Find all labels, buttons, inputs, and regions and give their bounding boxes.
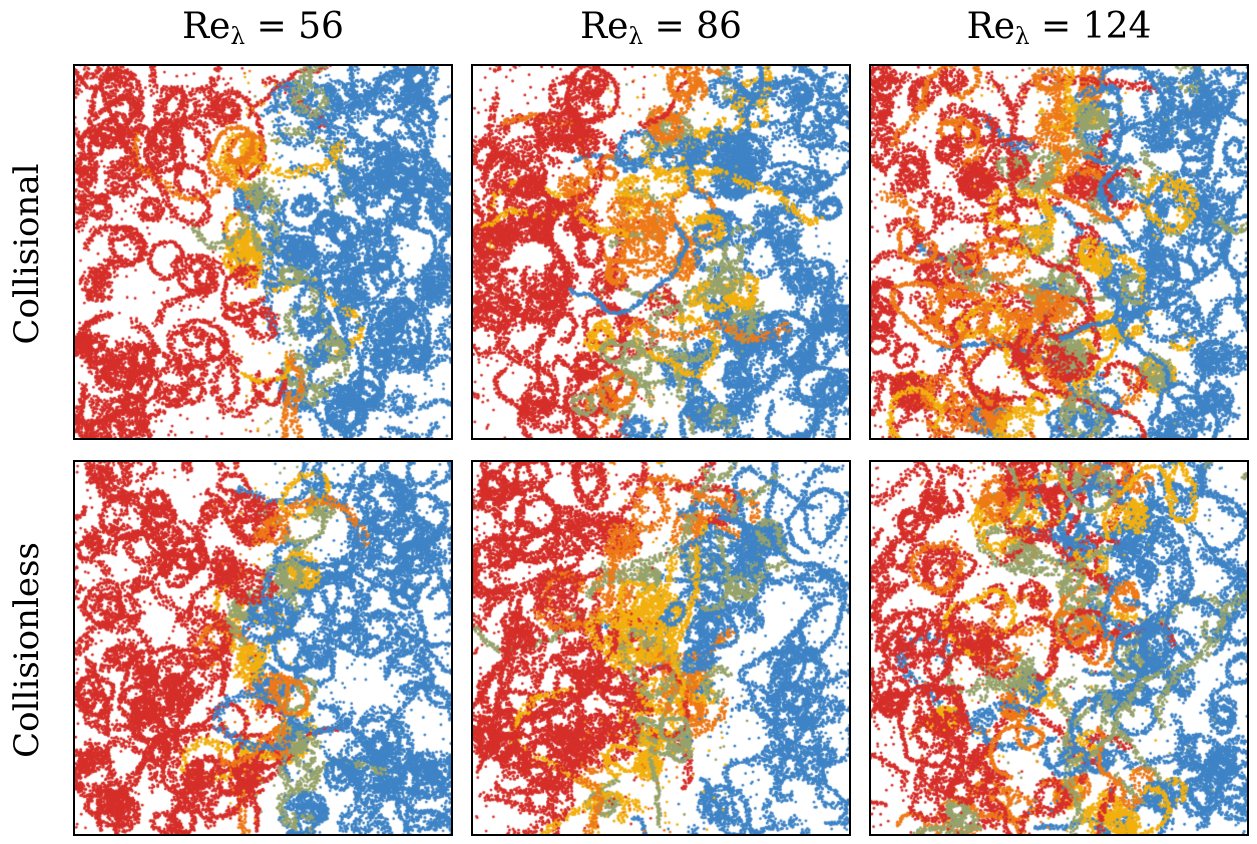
column-title-re-86: Reλ = 86: [471, 2, 851, 52]
panel-collisionless-re-56: [73, 460, 453, 836]
panel-collisionless-re-86: [471, 460, 851, 836]
column-title-subscript: λ: [1015, 24, 1030, 50]
particle-scatter-image: [871, 462, 1247, 834]
particle-scatter-image: [75, 462, 451, 834]
particle-scatter-image: [871, 66, 1247, 438]
panel-collisional-re-56: [73, 64, 453, 440]
column-title-value: = 86: [643, 6, 742, 47]
particle-scatter-image: [473, 462, 849, 834]
column-title-subscript: λ: [628, 24, 644, 50]
row-title-label: Collisionless: [7, 542, 47, 758]
panel-collisionless-re-124: [869, 460, 1249, 836]
column-title-base: Re: [580, 6, 629, 47]
column-title-base: Re: [182, 6, 231, 47]
particle-scatter-image: [473, 66, 849, 438]
column-title-re-124: Reλ = 124: [869, 2, 1249, 52]
panel-collisional-re-86: [471, 64, 851, 440]
column-title-subscript: λ: [230, 24, 246, 50]
row-title-collisional: Collisional: [2, 64, 52, 444]
column-title-base: Re: [966, 6, 1016, 47]
row-title-label: Collisional: [7, 163, 47, 345]
column-title-re-56: Reλ = 56: [73, 2, 453, 52]
particle-scatter-image: [75, 66, 451, 438]
panel-collisional-re-124: [869, 64, 1249, 440]
row-title-collisionless: Collisionless: [2, 460, 52, 840]
column-title-value: = 56: [245, 6, 344, 47]
column-title-value: = 124: [1029, 6, 1152, 47]
